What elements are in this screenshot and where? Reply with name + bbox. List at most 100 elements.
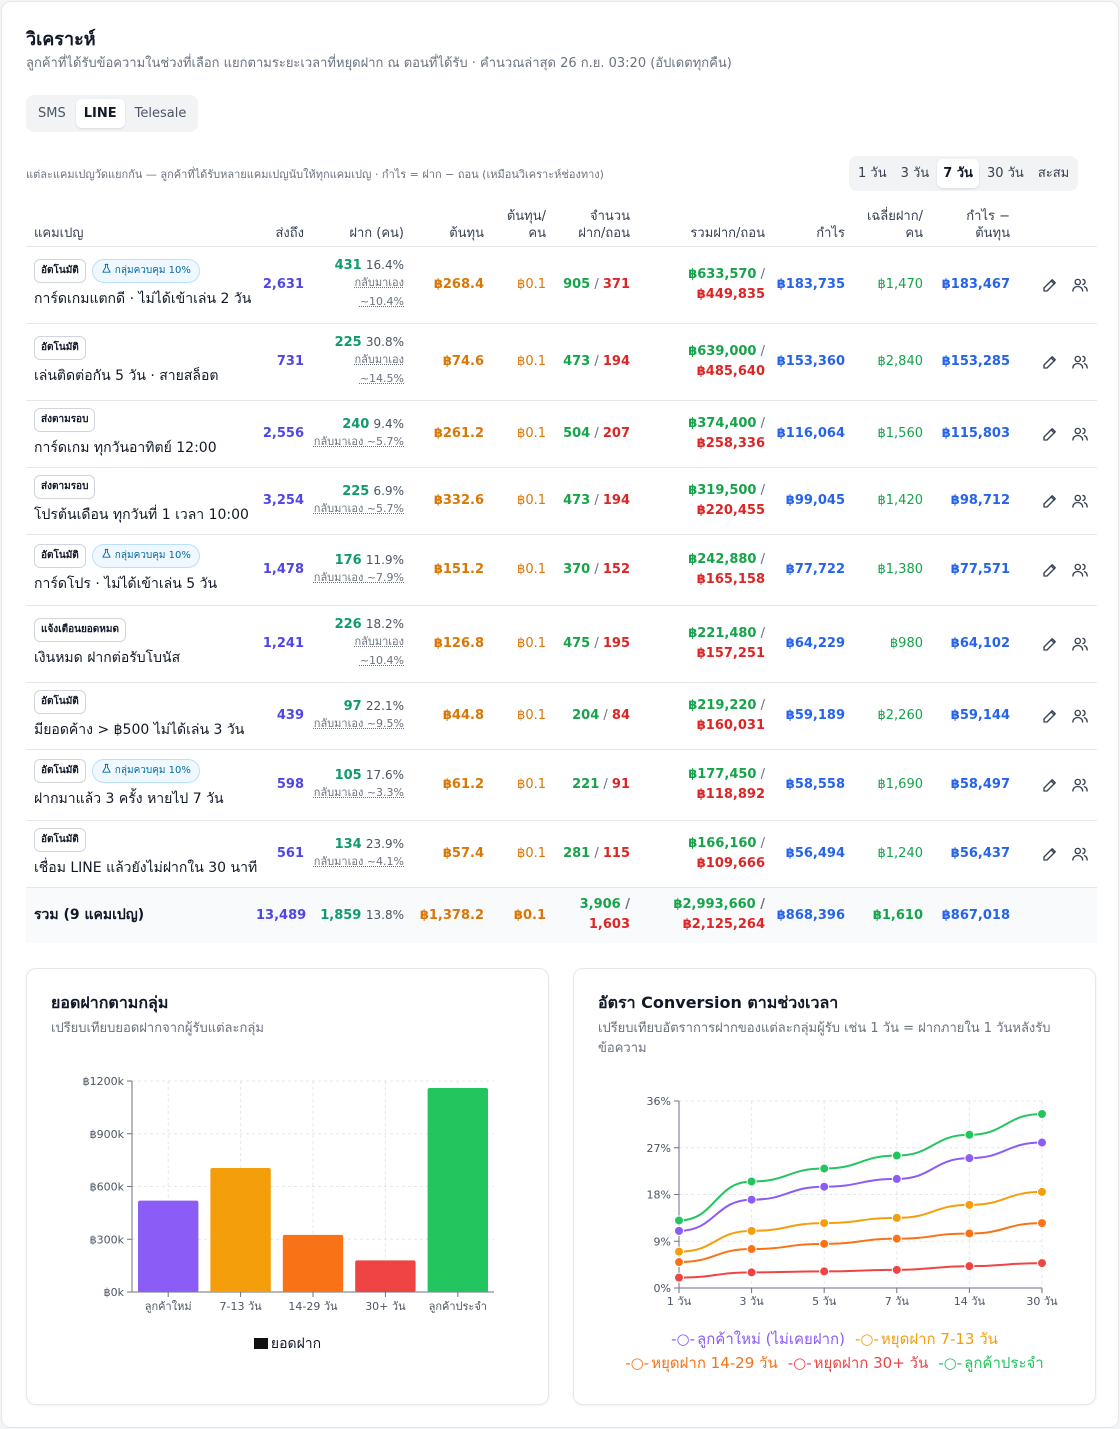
edit-pencil-icon[interactable] (1041, 276, 1059, 294)
legend-item[interactable]: -○- หยุดฝาก 14-29 วัน (625, 1354, 777, 1372)
slash: / (590, 636, 603, 651)
edit-pencil-icon[interactable] (1041, 425, 1059, 443)
control-group-badge: กลุ่มควบคุม 10% (91, 759, 200, 783)
edit-pencil-icon[interactable] (1041, 353, 1059, 371)
users-icon[interactable] (1071, 425, 1089, 443)
col-cost-per: ต้นทุน/คน (492, 202, 554, 247)
row-actions (1018, 707, 1089, 725)
range-tab-3[interactable]: 30 วัน (986, 166, 1024, 181)
users-icon[interactable] (1071, 276, 1089, 294)
sum-deposit-line: ฿374,400 / (638, 414, 765, 434)
users-icon[interactable] (1071, 492, 1089, 510)
sum-withdraw: ฿165,158 (696, 571, 765, 587)
users-icon[interactable] (1071, 845, 1089, 863)
edit-pencil-icon[interactable] (1041, 561, 1059, 579)
deposit-cell: 97 22.1% กลับมาเอง ~9.5% (312, 682, 412, 750)
data-point (746, 1176, 757, 1187)
campaign-name[interactable]: การ์ดโปร · ไม่ได้เข้าเล่น 5 วัน (34, 576, 218, 592)
slash: / (755, 897, 765, 913)
bar-legend[interactable]: ยอดฝาก (27, 1333, 548, 1355)
sum-withdraw: ฿157,251 (696, 645, 765, 661)
actions-cell (1018, 605, 1097, 683)
deposit-count: 105 (334, 767, 362, 783)
deposit-line: 134 23.9% (312, 837, 404, 852)
edit-pencil-icon[interactable] (1041, 776, 1059, 794)
legend-item[interactable]: -○- หยุดฝาก 30+ วัน (788, 1354, 929, 1372)
users-icon[interactable] (1071, 776, 1089, 794)
campaign-name[interactable]: การ์ดเกมแตกดี · ไม่ได้เข้าเล่น 2 วัน (34, 291, 252, 307)
profit-value: ฿153,360 (773, 323, 853, 401)
slash: / (590, 277, 603, 292)
data-point (746, 1194, 757, 1205)
withdraw-times: 115 (602, 846, 630, 861)
users-icon[interactable] (1071, 561, 1089, 579)
col-avg: เฉลี่ยฝาก/คน (853, 202, 931, 247)
count-cell: 473 / 194 (554, 467, 638, 535)
reached-value: 439 (256, 682, 312, 750)
legend-marker: -○- (671, 1330, 696, 1348)
edit-pencil-icon[interactable] (1041, 635, 1059, 653)
slash: / (590, 493, 603, 508)
legend-item[interactable]: -○- ลูกค้าใหม่ (ไม่เคยฝาก) (671, 1330, 845, 1348)
users-icon[interactable] (1071, 353, 1089, 371)
slash: / (599, 708, 612, 723)
table-header-row: แคมเปญ ส่งถึง ฝาก (คน) ต้นทุน ต้นทุน/คน … (26, 202, 1097, 247)
sum-withdraw: ฿449,835 (696, 286, 765, 302)
deposit-cell: 105 17.6% กลับมาเอง ~3.3% (312, 749, 412, 821)
row-actions (1018, 561, 1089, 579)
campaign-name[interactable]: เชื่อม LINE แล้วยังไม่ฝากใน 30 นาที (34, 860, 258, 876)
deposit-times: 370 (563, 562, 591, 577)
sum-deposit-line: ฿319,500 / (638, 481, 765, 501)
net-profit: ฿64,102 (931, 605, 1018, 683)
campaign-name[interactable]: มียอดค้าง > ฿500 ไม่ได้เล่น 3 วัน (34, 722, 245, 738)
campaign-name[interactable]: โปรต้นเดือน ทุกวันที่ 1 เวลา 10:00 (34, 507, 249, 523)
range-tab-0[interactable]: 1 วัน (858, 166, 887, 181)
range-tab-1[interactable]: 3 วัน (900, 166, 930, 181)
range-tab-2[interactable]: 7 วัน (937, 159, 979, 188)
x-tick-label: 3 วัน (739, 1295, 764, 1308)
channel-tab-telesale[interactable]: Telesale (134, 106, 187, 121)
campaign-name[interactable]: เล่นติดต่อกัน 5 วัน · สายสล็อต (34, 368, 219, 384)
users-icon[interactable] (1071, 635, 1089, 653)
withdraw-times: 207 (602, 426, 630, 441)
control-group-badge: กลุ่มควบคุม 10% (91, 259, 200, 283)
y-tick-label: 18% (647, 1189, 671, 1202)
col-total: รวมฝาก/ถอน (638, 202, 773, 247)
row-actions (1018, 635, 1089, 653)
slash: / (590, 426, 603, 441)
deposit-line: 105 17.6% (312, 768, 404, 783)
campaign-name[interactable]: การ์ดเกม ทุกวันอาทิตย์ 12:00 (34, 440, 217, 456)
series-line (678, 1190, 1043, 1253)
y-tick-label: 27% (647, 1142, 671, 1155)
col-count: จำนวน ฝาก/ถอน (554, 202, 638, 247)
profit-value: ฿64,229 (773, 605, 853, 683)
legend-item[interactable]: -○- ลูกค้าประจำ (938, 1354, 1044, 1372)
edit-pencil-icon[interactable] (1041, 707, 1059, 725)
channel-tab-line[interactable]: LINE (75, 99, 125, 128)
avg-deposit: ฿1,560 (853, 400, 931, 468)
reached-value: 1,478 (256, 534, 312, 606)
deposit-line: 97 22.1% (312, 699, 404, 714)
data-point (964, 1199, 975, 1210)
trigger-badge: แจ้งเตือนยอดหมด (34, 618, 126, 642)
data-point (964, 1153, 975, 1164)
withdraw-times: 194 (602, 493, 630, 508)
col-campaign: แคมเปญ (26, 202, 256, 247)
users-icon[interactable] (1071, 707, 1089, 725)
campaign-name[interactable]: เงินหมด ฝากต่อรับโบนัส (34, 650, 181, 666)
cost-value: ฿61.2 (412, 749, 492, 821)
campaign-name[interactable]: ฝากมาแล้ว 3 ครั้ง หายไป 7 วัน (34, 791, 224, 807)
edit-pencil-icon[interactable] (1041, 492, 1059, 510)
edit-pencil-icon[interactable] (1041, 845, 1059, 863)
campaign-cell: อัตโนมัติ เล่นติดต่อกัน 5 วัน · สายสล็อต (26, 323, 256, 401)
data-point (891, 1233, 902, 1244)
total-deposit-pct: 13.8% (365, 907, 404, 922)
range-tab-4[interactable]: สะสม (1037, 166, 1070, 181)
net-profit: ฿58,497 (931, 749, 1018, 821)
count-cell: 473 / 194 (554, 323, 638, 401)
slash: / (590, 354, 603, 369)
legend-item[interactable]: -○- หยุดฝาก 7-13 วัน (855, 1330, 998, 1348)
channel-tab-sms[interactable]: SMS (38, 106, 66, 121)
data-point (674, 1246, 684, 1257)
table-row: อัตโนมัติ กลุ่มควบคุม 10% ฝากมาแล้ว 3 ครั้… (26, 749, 1097, 821)
